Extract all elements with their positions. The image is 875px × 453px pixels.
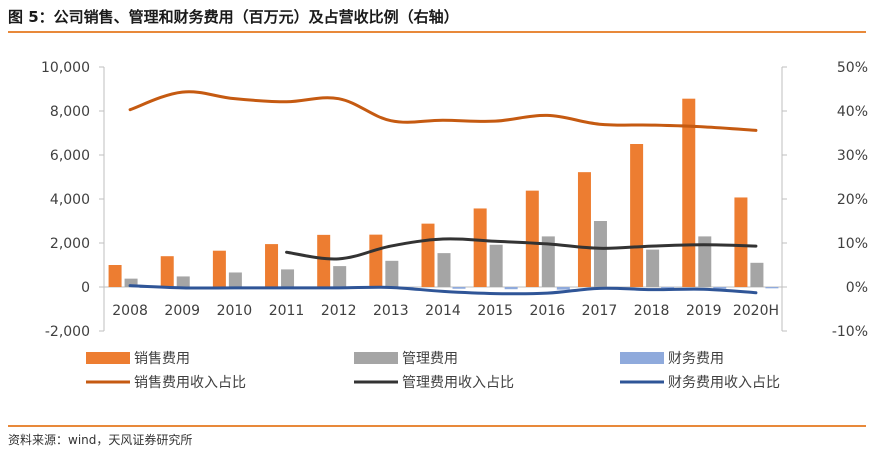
- bar-admin: [646, 249, 660, 287]
- bar-admin: [228, 272, 242, 287]
- bar-sales: [212, 250, 226, 287]
- x-axis-tick-label: 2008: [112, 303, 148, 319]
- legend-label: 财务费用: [668, 351, 724, 367]
- bar-admin: [385, 260, 399, 287]
- bar-finance: [452, 287, 466, 289]
- legend-label: 财务费用收入占比: [668, 375, 780, 391]
- left-axis-tick-label: 10,000: [41, 60, 90, 76]
- x-axis-tick-label: 2009: [164, 303, 200, 319]
- right-axis-tick-label: 40%: [837, 104, 868, 120]
- x-axis-tick-label: 2013: [373, 303, 409, 319]
- legend-swatch-bar: [86, 352, 130, 364]
- right-axis-tick-label: 30%: [837, 148, 868, 164]
- source-divider: [8, 425, 866, 427]
- bar-sales: [577, 172, 591, 287]
- x-axis-tick-label: 2014: [425, 303, 461, 319]
- right-axis-tick-label: 0%: [846, 280, 868, 296]
- bar-sales: [369, 234, 383, 287]
- legend-label: 管理费用: [402, 351, 458, 367]
- bar-sales: [265, 244, 279, 287]
- figure-title: 图 5：公司销售、管理和财务费用（百万元）及占营收比例（右轴）: [8, 8, 459, 26]
- bar-admin: [437, 253, 451, 287]
- bar-admin: [176, 276, 190, 287]
- expense-chart: -2,000 0 2,000 4,000 6,000 8,000 10,000 -10% 0% 1…: [41, 60, 868, 391]
- bar-admin: [750, 262, 764, 287]
- legend-swatch-bar: [354, 352, 398, 364]
- bar-sales: [421, 223, 435, 287]
- x-axis-tick-label: 2015: [477, 303, 513, 319]
- right-axis-tick-label: 20%: [837, 192, 868, 208]
- bar-finance: [504, 287, 518, 290]
- bar-admin: [593, 221, 607, 287]
- bar-admin: [489, 244, 503, 287]
- left-axis-tick-label: 4,000: [50, 192, 90, 208]
- line-sales-ratio: [128, 90, 758, 132]
- source-note: 资料来源：wind，天风证券研究所: [8, 433, 193, 447]
- x-axis-tick-label: 2020H: [733, 303, 779, 319]
- bar-finance: [556, 287, 570, 290]
- bar-admin: [541, 236, 555, 287]
- x-axis-tick-label: 2018: [634, 303, 670, 319]
- bar-sales: [317, 234, 331, 287]
- x-axis-tick-label: 2011: [269, 303, 305, 319]
- legend-label: 销售费用: [134, 351, 190, 367]
- legend-label: 管理费用收入占比: [402, 375, 514, 391]
- x-axis-tick-label: 2010: [217, 303, 253, 319]
- left-axis-tick-label: 8,000: [50, 104, 90, 120]
- left-axis-tick-label: 2,000: [50, 236, 90, 252]
- bar-sales: [630, 144, 644, 287]
- bar-sales: [160, 256, 174, 287]
- bar-finance: [661, 287, 675, 289]
- bar-admin: [124, 278, 138, 287]
- left-axis-tick-label: 0: [81, 280, 90, 296]
- bar-admin: [698, 236, 712, 287]
- bar-sales: [734, 197, 748, 287]
- bar-admin: [333, 266, 347, 287]
- bar-sales: [682, 98, 696, 288]
- x-axis-tick-label: 2019: [686, 303, 722, 319]
- left-axis-tick-label: -2,000: [45, 324, 90, 340]
- x-axis-tick-label: 2012: [321, 303, 357, 319]
- legend-label: 销售费用收入占比: [134, 375, 246, 391]
- legend-swatch-bar: [620, 352, 664, 364]
- right-axis-tick-label: -10%: [832, 324, 868, 340]
- bar-finance: [765, 287, 779, 289]
- bar-sales: [473, 208, 487, 287]
- x-axis-tick-label: 2016: [529, 303, 565, 319]
- bar-admin: [281, 269, 295, 287]
- left-axis-tick-label: 6,000: [50, 148, 90, 164]
- bar-finance: [713, 287, 727, 289]
- bar-sales: [525, 190, 539, 287]
- right-axis-tick-label: 50%: [837, 60, 868, 76]
- title-divider: [8, 31, 866, 33]
- x-axis-tick-label: 2017: [582, 303, 618, 319]
- right-axis-tick-label: 10%: [837, 236, 868, 252]
- bar-sales: [108, 265, 122, 287]
- line-finance-ratio: [128, 284, 758, 296]
- line-admin-ratio: [285, 237, 758, 261]
